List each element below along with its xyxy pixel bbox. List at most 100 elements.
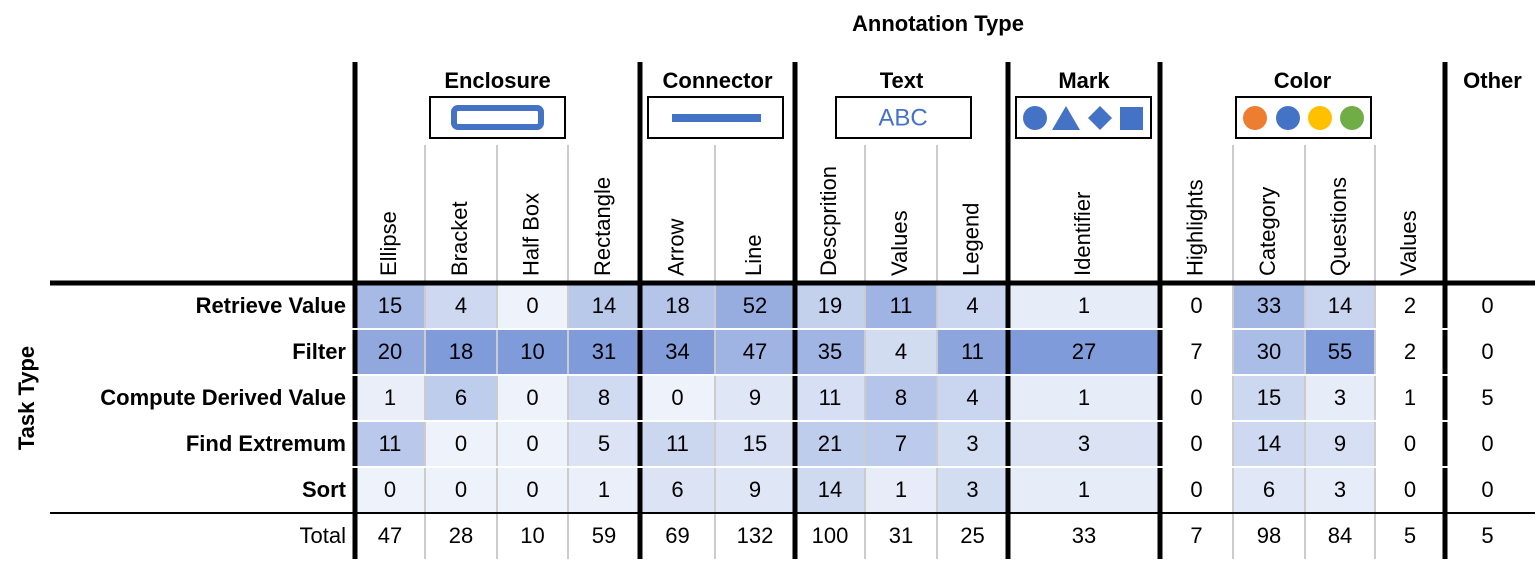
cell-value: 4 xyxy=(455,293,467,318)
column-label: Identifier xyxy=(1070,192,1095,276)
cell-value: 1 xyxy=(598,477,610,502)
heat-cell xyxy=(1376,468,1444,512)
cell-value: 3 xyxy=(1334,477,1346,502)
cell-value: 3 xyxy=(1334,385,1346,410)
heat-cell xyxy=(356,376,424,420)
cell-value: 2 xyxy=(1404,293,1416,318)
column-label: Line xyxy=(741,234,766,276)
column-label: Descprition xyxy=(816,166,841,276)
heat-cell xyxy=(796,422,864,466)
group-label: Color xyxy=(1274,68,1332,93)
heat-cell xyxy=(1306,376,1374,420)
cell-value: 1 xyxy=(384,385,396,410)
cell-value: 35 xyxy=(818,339,842,364)
heat-cell xyxy=(426,376,496,420)
total-value: 10 xyxy=(520,523,544,548)
row-label: Retrieve Value xyxy=(196,293,346,318)
column-label: Bracket xyxy=(447,201,472,276)
heat-cell xyxy=(716,468,794,512)
total-value: 5 xyxy=(1481,523,1493,548)
heat-cell xyxy=(1306,330,1374,374)
total-value: 132 xyxy=(737,523,774,548)
column-label: Values xyxy=(1396,210,1421,276)
cell-value: 0 xyxy=(1481,431,1493,456)
column-label: Ellipse xyxy=(376,211,401,276)
cell-value: 14 xyxy=(1257,431,1281,456)
icon-text: ABC xyxy=(878,104,927,131)
heat-cell xyxy=(1446,468,1529,512)
color-icon xyxy=(1235,96,1372,139)
cell-value: 19 xyxy=(818,293,842,318)
cell-value: 6 xyxy=(1263,477,1275,502)
heat-cell xyxy=(796,284,864,328)
cell-value: 10 xyxy=(520,339,544,364)
cell-value: 1 xyxy=(1078,477,1090,502)
cell-value: 3 xyxy=(966,431,978,456)
cell-value: 14 xyxy=(592,293,616,318)
heat-cell xyxy=(1376,376,1444,420)
group-label: Enclosure xyxy=(444,68,550,93)
total-value: 7 xyxy=(1190,523,1202,548)
cell-value: 20 xyxy=(378,339,402,364)
heat-cell xyxy=(1234,376,1304,420)
heat-cell xyxy=(356,330,424,374)
cell-value: 9 xyxy=(749,385,761,410)
heat-cell xyxy=(498,376,567,420)
table-title: Annotation Type xyxy=(852,11,1024,36)
heat-cell xyxy=(1009,422,1159,466)
heat-cell xyxy=(716,284,794,328)
heat-cell xyxy=(1306,284,1374,328)
heat-cell xyxy=(716,422,794,466)
heat-cell xyxy=(1446,330,1529,374)
heat-cell xyxy=(569,376,639,420)
cell-value: 4 xyxy=(895,339,907,364)
group-label: Other xyxy=(1463,68,1522,93)
heat-cell xyxy=(1161,422,1232,466)
row-label: Compute Derived Value xyxy=(100,385,346,410)
column-label: Legend xyxy=(958,203,983,276)
cell-value: 7 xyxy=(1190,339,1202,364)
column-label: Half Box xyxy=(518,193,543,276)
heat-cell xyxy=(1234,422,1304,466)
group-label: Text xyxy=(880,68,924,93)
row-label: Find Extremum xyxy=(186,431,346,456)
heat-cell xyxy=(1376,284,1444,328)
cell-value: 0 xyxy=(1481,477,1493,502)
cell-value: 0 xyxy=(526,431,538,456)
cell-value: 8 xyxy=(598,385,610,410)
cell-value: 0 xyxy=(671,385,683,410)
heat-cell xyxy=(1009,284,1159,328)
cell-value: 0 xyxy=(1481,293,1493,318)
heat-cell xyxy=(1234,284,1304,328)
heat-cell xyxy=(1161,284,1232,328)
column-label: Highlights xyxy=(1182,179,1207,276)
cell-value: 0 xyxy=(1404,477,1416,502)
cell-value: 0 xyxy=(1190,293,1202,318)
heat-cell xyxy=(1306,422,1374,466)
heat-cell xyxy=(641,422,714,466)
heat-cell xyxy=(1009,376,1159,420)
column-label: Values xyxy=(887,210,912,276)
cell-value: 8 xyxy=(895,385,907,410)
cell-value: 1 xyxy=(1078,385,1090,410)
heat-cell xyxy=(1376,330,1444,374)
heat-cell xyxy=(641,468,714,512)
cell-value: 14 xyxy=(818,477,842,502)
heat-cell xyxy=(938,284,1007,328)
heat-cell xyxy=(796,330,864,374)
total-value: 33 xyxy=(1072,523,1096,548)
column-label: Arrow xyxy=(663,218,688,276)
cell-value: 6 xyxy=(671,477,683,502)
cell-value: 18 xyxy=(665,293,689,318)
row-axis-label: Task Type xyxy=(14,346,39,450)
heat-cell xyxy=(1161,330,1232,374)
cell-value: 0 xyxy=(526,385,538,410)
heat-cell xyxy=(498,468,567,512)
group-label: Mark xyxy=(1058,68,1110,93)
cells xyxy=(356,284,1529,512)
cell-value: 15 xyxy=(378,293,402,318)
column-label: Questions xyxy=(1326,177,1351,276)
heat-cell xyxy=(716,330,794,374)
cell-value: 3 xyxy=(1078,431,1090,456)
heat-cell xyxy=(1234,468,1304,512)
